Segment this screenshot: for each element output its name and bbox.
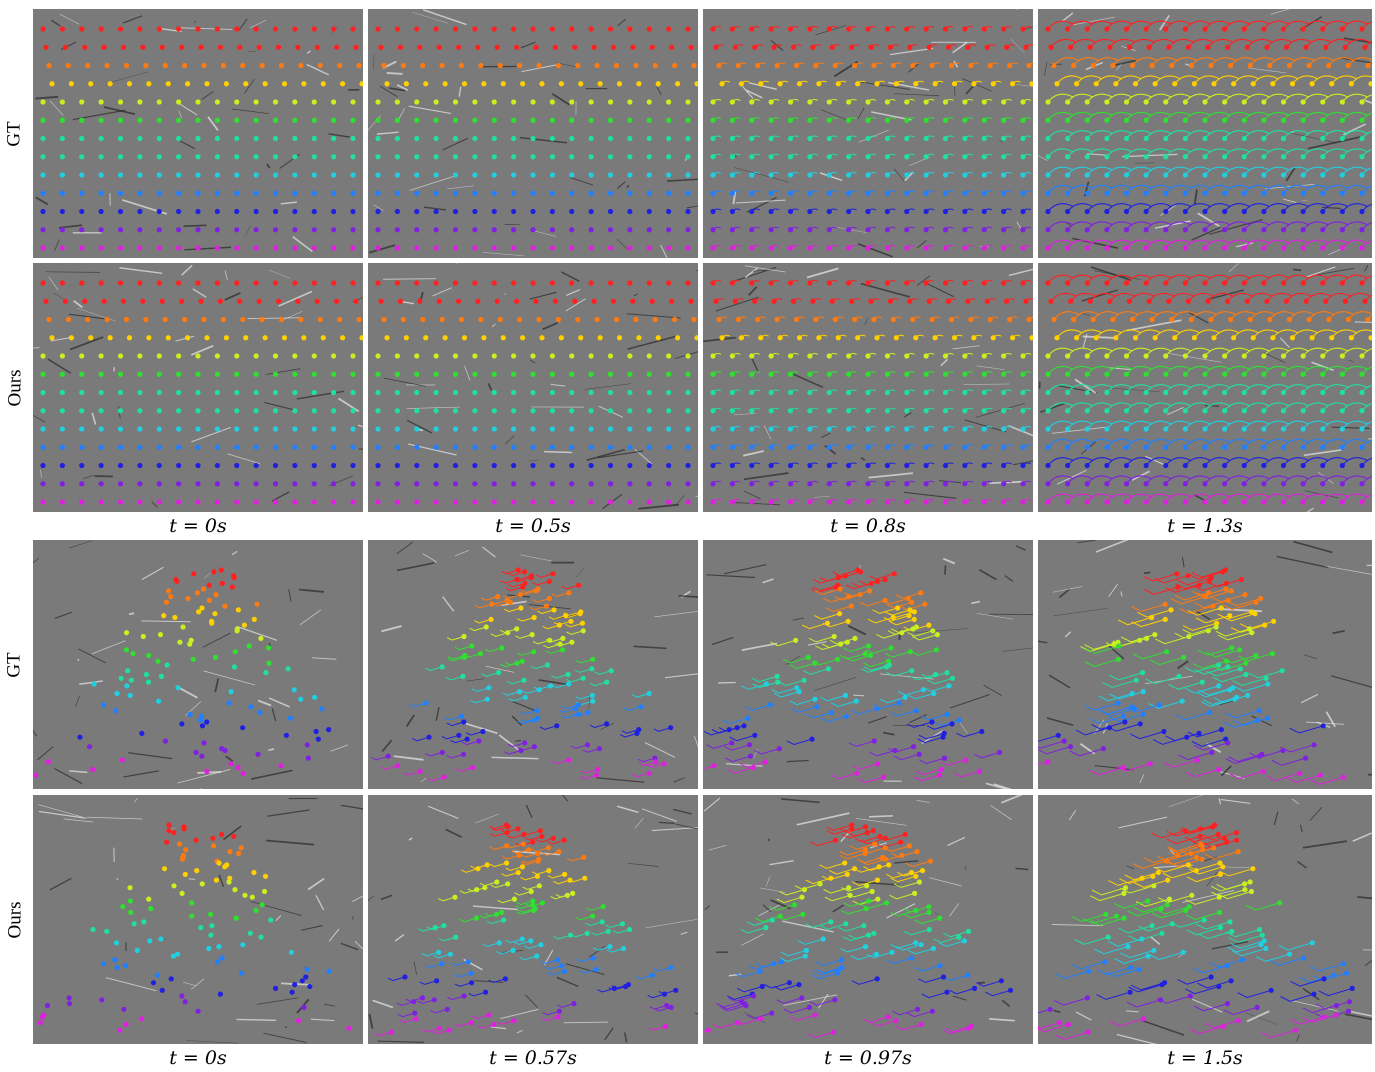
result-panel-r1-c4 bbox=[1038, 9, 1372, 258]
result-panel-r2-c2 bbox=[368, 263, 698, 512]
caption-g1-c3: t = 0.8s bbox=[830, 515, 906, 537]
result-panel-r3-c2 bbox=[368, 540, 698, 789]
row-label-gt-1: GT bbox=[0, 9, 30, 258]
result-panel-r3-c4 bbox=[1038, 540, 1372, 789]
result-panel-r3-c3 bbox=[703, 540, 1033, 789]
caption-g2-c3: t = 0.97s bbox=[824, 1047, 912, 1069]
caption-g1-c4: t = 1.3s bbox=[1167, 515, 1243, 537]
result-panel-r4-c3 bbox=[703, 795, 1033, 1044]
caption-g2-c2: t = 0.57s bbox=[489, 1047, 577, 1069]
row-label-text: Ours bbox=[4, 369, 26, 406]
result-panel-r1-c2 bbox=[368, 9, 698, 258]
result-panel-r2-c3 bbox=[703, 263, 1033, 512]
row-label-ours-2: Ours bbox=[0, 795, 30, 1044]
caption-g1-c2: t = 0.5s bbox=[495, 515, 571, 537]
result-panel-r2-c4 bbox=[1038, 263, 1372, 512]
result-panel-r4-c1 bbox=[33, 795, 363, 1044]
result-panel-r1-c1 bbox=[33, 9, 363, 258]
result-panel-r4-c4 bbox=[1038, 795, 1372, 1044]
caption-g2-c4: t = 1.5s bbox=[1167, 1047, 1243, 1069]
row-label-text: GT bbox=[3, 651, 25, 678]
result-panel-r1-c3 bbox=[703, 9, 1033, 258]
caption-g1-c1: t = 0s bbox=[169, 515, 227, 537]
row-label-text: Ours bbox=[4, 901, 26, 938]
result-panel-r3-c1 bbox=[33, 540, 363, 789]
row-label-gt-2: GT bbox=[0, 540, 30, 789]
result-panel-r2-c1 bbox=[33, 263, 363, 512]
row-label-ours-1: Ours bbox=[0, 263, 30, 512]
row-label-text: GT bbox=[3, 120, 25, 147]
result-panel-r4-c2 bbox=[368, 795, 698, 1044]
caption-g2-c1: t = 0s bbox=[169, 1047, 227, 1069]
